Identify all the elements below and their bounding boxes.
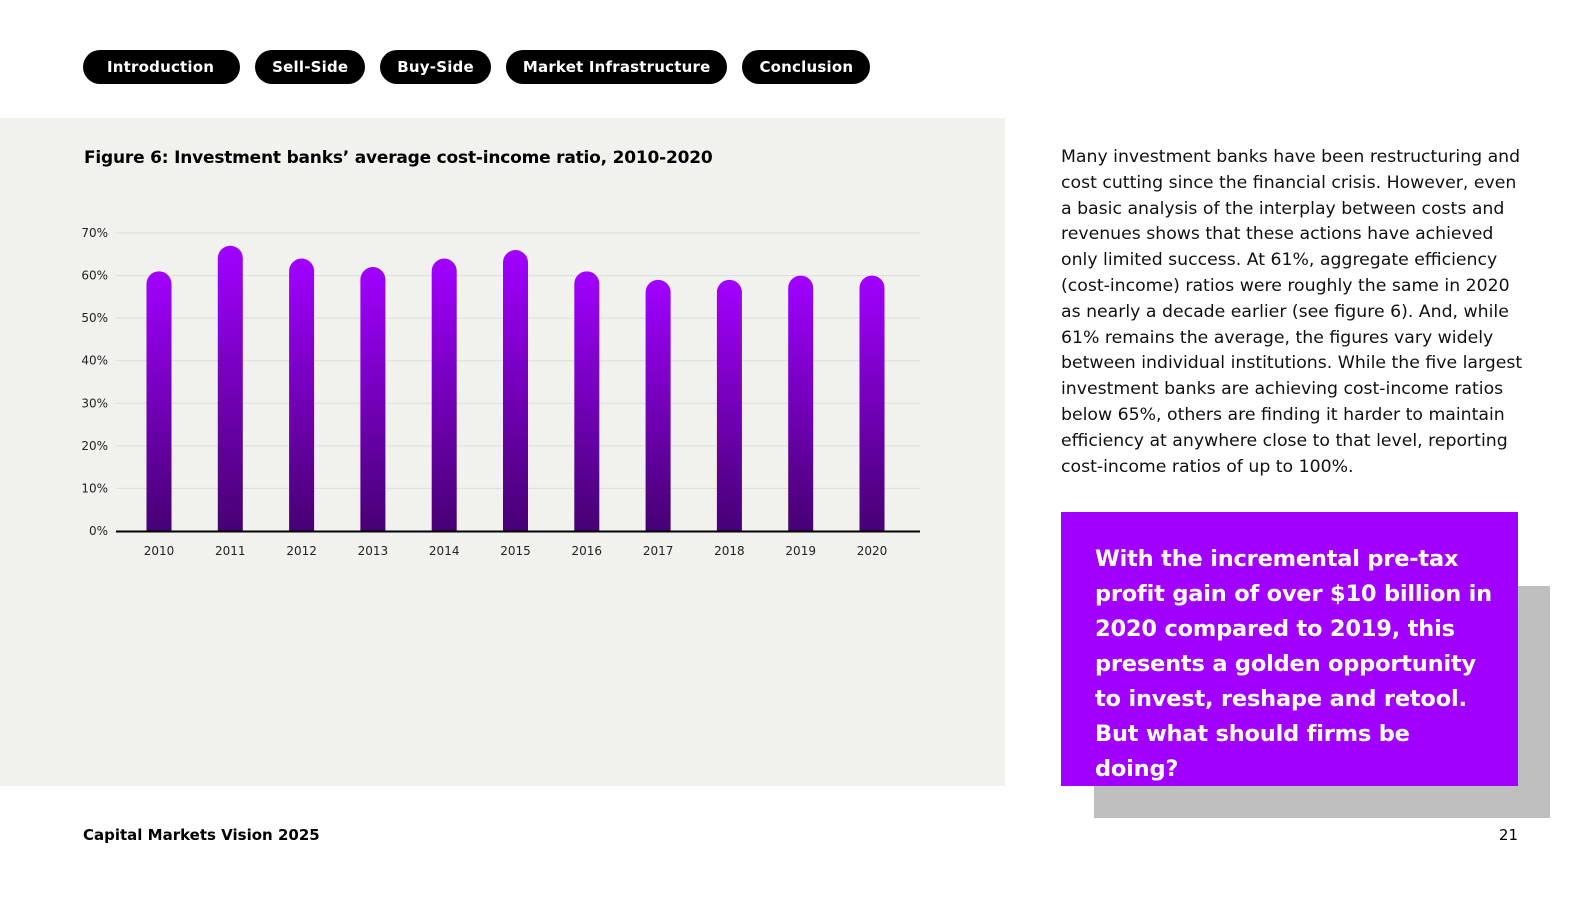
bar-2019 [788,275,814,531]
pull-quote: With the incremental pre-tax profit gain… [1061,512,1518,786]
x-tick-label: 2018 [714,544,745,558]
bars [146,245,885,531]
y-tick-label: 30% [81,396,108,410]
x-tick-label: 2010 [144,544,175,558]
x-tick-label: 2011 [215,544,246,558]
body-paragraph: Many investment banks have been restruct… [1061,147,1523,477]
y-tick-label: 10% [81,481,108,495]
y-tick-label: 70% [81,226,108,240]
nav-sell-side-button[interactable]: Sell-Side [255,50,366,84]
y-tick-label: 20% [81,439,108,453]
x-tick-label: 2017 [643,544,674,558]
nav-buy-side-button[interactable]: Buy-Side [380,50,491,84]
bar-2010 [146,271,172,531]
x-tick-label: 2020 [857,544,888,558]
x-tick-label: 2014 [429,544,460,558]
bar-2014 [431,258,457,531]
y-tick-label: 40% [81,354,108,368]
pull-quote-text: With the incremental pre-tax profit gain… [1095,546,1492,782]
section-nav: Introduction Sell-Side Buy-Side Market I… [83,50,871,84]
chart-panel: Figure 6: Investment banks’ average cost… [0,118,1005,786]
x-tick-label: 2015 [500,544,531,558]
x-tick-label: 2012 [286,544,317,558]
x-axis-labels: 2010 2011 2012 2013 2014 2015 2016 2017 2018 2019… [144,544,888,558]
footer-title: Capital Markets Vision 2025 [83,826,320,844]
page-number: 21 [1498,826,1518,844]
bar-2011 [217,245,243,531]
bar-2016 [574,271,600,531]
nav-conclusion-button[interactable]: Conclusion [742,50,871,84]
bar-2015 [503,250,528,531]
bar-2020 [859,275,885,531]
y-tick-label: 50% [81,311,108,325]
y-tick-label: 0% [89,524,108,538]
bar-2018 [716,279,742,531]
bar-chart: 0% 10% 20% 30% 40% 50% 60% 70% 2010 2011 2012 2013… [81,226,920,558]
nav-introduction-button[interactable]: Introduction [83,50,241,84]
x-tick-label: 2019 [785,544,816,558]
bar-2013 [360,267,386,531]
x-tick-label: 2016 [572,544,603,558]
figure-title: Figure 6: Investment banks’ average cost… [84,148,713,168]
nav-market-infrastructure-button[interactable]: Market Infrastructure [505,50,728,84]
bar-2012 [289,258,315,531]
bar-2017 [645,279,671,531]
y-tick-label: 60% [81,269,108,283]
y-axis-labels: 0% 10% 20% 30% 40% 50% 60% 70% [81,226,108,538]
x-tick-label: 2013 [358,544,389,558]
